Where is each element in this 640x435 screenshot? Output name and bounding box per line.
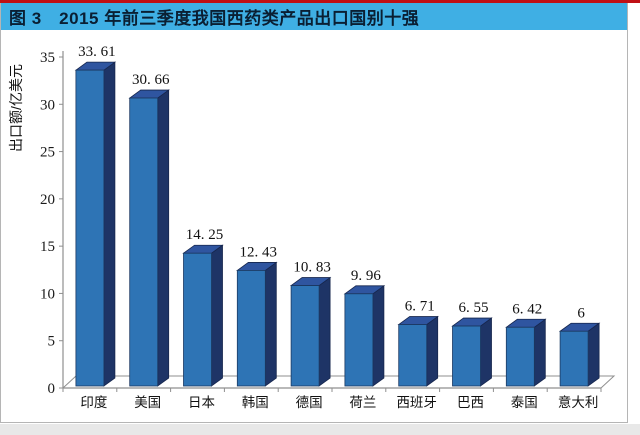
bar <box>129 97 159 387</box>
y-axis-tick-label: 25 <box>40 145 55 161</box>
bar-side-face <box>103 61 116 387</box>
page-bottom-margin <box>0 424 640 435</box>
bar-value-label: 10. 83 <box>293 260 331 276</box>
x-axis-label: 德国 <box>296 395 323 410</box>
bar <box>344 293 374 387</box>
bar <box>75 69 105 387</box>
bar <box>398 324 428 387</box>
y-axis-title: 出口额/亿美元 <box>8 64 24 152</box>
bar-side-face <box>264 261 277 387</box>
figure-card: 图 3 2015 年前三季度我国西药类产品出口国别十强 0 5 10 15 20 25 30… <box>0 3 628 423</box>
x-axis-label: 泰国 <box>511 395 538 410</box>
y-axis-tick-label: 35 <box>40 50 55 66</box>
bar <box>236 270 266 387</box>
bar-side-face <box>372 285 385 387</box>
bar-value-label: 30. 66 <box>132 72 170 88</box>
y-axis-tick-label: 10 <box>40 286 55 302</box>
x-axis-label: 美国 <box>134 395 161 410</box>
x-axis-label: 荷兰 <box>349 395 376 410</box>
bar-value-label: 9. 96 <box>351 268 382 284</box>
bar-side-face <box>157 89 170 387</box>
top-accent-line <box>0 0 640 3</box>
bar-value-label: 6. 42 <box>512 301 542 317</box>
bar-value-label: 6. 71 <box>405 299 435 315</box>
figure-title-banner: 图 3 2015 年前三季度我国西药类产品出口国别十强 <box>1 3 627 30</box>
bar-side-face <box>211 244 223 387</box>
bar <box>290 285 320 387</box>
x-axis-label: 印度 <box>80 395 107 410</box>
bar-value-label: 33. 61 <box>78 44 116 60</box>
bar-side-face <box>533 318 546 387</box>
bar <box>452 325 481 387</box>
bar-side-face <box>480 317 492 387</box>
figure-title: 图 3 2015 年前三季度我国西药类产品出口国别十强 <box>9 9 420 28</box>
bar-side-face <box>426 315 439 387</box>
bar-chart: 0 5 10 15 20 25 30 35 出口额/亿美元 33. 61 印度 30. 66 美国 14.… <box>8 44 616 410</box>
y-axis-tick-label: 5 <box>48 334 56 350</box>
y-axis-tick-label: 15 <box>40 239 55 255</box>
bar-side-face <box>587 322 600 387</box>
bar <box>559 330 589 387</box>
x-axis-label: 韩国 <box>242 395 269 410</box>
bar <box>183 252 212 387</box>
bar-value-label: 14. 25 <box>186 227 224 243</box>
x-axis-label: 日本 <box>188 395 215 410</box>
x-axis-label: 巴西 <box>457 395 484 410</box>
x-axis-label: 意大利 <box>558 394 599 410</box>
bar-side-face <box>318 276 331 387</box>
bar-value-label: 6. 55 <box>459 300 489 316</box>
bar-value-label: 6 <box>577 305 585 321</box>
y-axis-tick-label: 20 <box>40 192 55 208</box>
y-axis-tick-label: 0 <box>48 381 56 397</box>
x-axis-label: 西班牙 <box>396 395 437 410</box>
bar <box>505 326 535 387</box>
bar-value-label: 12. 43 <box>240 244 278 260</box>
y-axis-tick-label: 30 <box>40 97 55 113</box>
